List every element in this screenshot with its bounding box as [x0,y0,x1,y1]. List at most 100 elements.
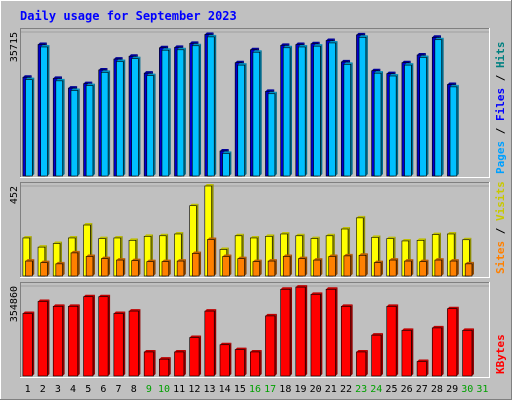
bar-files-day-9-side [153,73,156,176]
bar-sites-day-11 [176,260,185,277]
bar-files-day-12 [191,45,200,177]
bar-sites-day-17-side [274,259,277,276]
bar-files-day-24-side [380,71,383,176]
bar-sites-day-5-side [92,254,95,276]
bar-sites-day-25 [389,259,397,277]
bar-files-day-23 [358,37,367,177]
bar-kbytes-day-15-side [244,347,247,376]
bar-files-day-18-side [290,45,293,176]
bar-files-day-12-side [199,43,202,176]
bar-sites-day-22-side [350,253,353,276]
x-tick-label: 20 [310,384,322,395]
bar-kbytes-day-8-side [138,309,141,376]
bar-sites-day-18 [282,256,291,277]
bar-files-day-20-side [320,44,323,176]
x-tick-label: 21 [325,384,337,395]
bar-files-day-16 [252,51,261,177]
bar-hits-day-18-top [280,43,290,46]
bar-sites-day-23 [358,254,367,277]
x-tick-label: 17 [264,384,276,395]
bar-visits-day-28-top [432,232,442,235]
bar-files-day-2 [40,46,48,177]
bar-sites-day-16-top [252,259,262,262]
bar-sites-day-12-top [192,251,202,254]
bar-kbytes-day-22-top [341,304,353,307]
bar-hits-day-9-top [144,71,153,74]
bar-kbytes-day-6 [98,296,109,377]
bar-files-day-29-side [456,84,459,176]
bar-sites-day-19-side [305,256,308,276]
bar-files-day-4 [70,90,79,177]
bar-visits-day-3-top [53,241,62,244]
bar-hits-day-29-top [447,82,457,85]
x-axis-day-labels: 1 2 3 4 5 6 7 8 9 10 11 12 13 14 15 16 17 18 19 20 21 22 23 24 2… [25,384,489,395]
x-tick-label: 3 [55,384,61,395]
bar-sites-day-14 [222,256,230,277]
bar-sites-day-12 [191,253,200,277]
bar-visits-day-8-top [129,238,138,241]
bar-kbytes-day-1-side [32,311,35,376]
bar-kbytes-day-7 [113,313,124,377]
bar-sites-day-1-side [32,259,35,276]
bar-visits-day-18-top [280,231,290,234]
bar-sites-day-1-top [25,259,35,262]
x-tick-label: 29 [446,384,458,395]
bar-visits-day-4-top [68,235,78,238]
x-tick-label: 14 [219,384,231,395]
bar-kbytes-day-28 [431,327,442,377]
bar-sites-day-26 [404,260,412,277]
bar-kbytes-day-7-side [123,311,126,376]
bar-sites-day-11-side [183,259,186,276]
legend-hits: Hits [494,42,507,69]
bar-sites-day-7-top [116,258,126,261]
bar-kbytes-day-1-top [22,311,35,314]
bar-files-day-19 [298,46,306,177]
bar-kbytes-day-24-side [380,333,383,376]
legend-separator: / [494,121,507,141]
x-tick-label: 15 [234,384,246,395]
bar-kbytes-day-14 [219,344,230,377]
bar-files-day-14 [222,153,230,177]
bar-sites-day-13 [207,239,215,277]
x-tick-label: 9 [146,384,152,395]
bar-files-day-6-side [108,70,111,176]
axis-legend: KBytes [494,334,507,374]
bar-sites-day-7 [116,259,124,277]
bar-kbytes-day-28-side [441,325,444,376]
bar-files-day-8-side [138,56,141,177]
bar-hits-day-24-top [371,68,381,71]
bar-kbytes-day-20-side [320,292,323,376]
bar-kbytes-day-27-side [426,359,429,376]
bar-sites-day-17 [267,260,276,277]
bar-sites-day-22 [343,255,351,277]
bar-visits-day-19-top [295,233,305,236]
bar-files-day-28-side [441,37,444,176]
bar-visits-day-5-top [83,223,93,226]
bar-files-day-9-top [146,73,156,76]
bar-sites-day-6-top [101,256,111,259]
bar-kbytes-day-8-top [129,309,141,312]
x-tick-label: 2 [40,384,46,395]
bar-sites-day-23-side [365,253,368,276]
bar-files-day-27-side [426,55,429,176]
bar-kbytes-day-1 [22,313,33,377]
bar-kbytes-day-26 [401,330,412,377]
bar-hits-day-12-top [189,41,199,44]
x-tick-label: 11 [173,384,185,395]
bar-files-day-7 [116,61,124,177]
bar-visits-day-20-top [310,236,320,239]
bar-sites-day-13-side [214,237,217,276]
bar-kbytes-day-11 [174,351,185,377]
chart-title: Daily usage for September 2023 [20,9,237,23]
x-tick-label: 10 [158,384,170,395]
bar-sites-day-18-top [283,254,293,257]
legend-sites: Sites [494,241,507,274]
bar-sites-day-15 [237,258,245,277]
bar-files-day-8 [131,58,139,177]
x-tick-label: 8 [131,384,137,395]
bar-sites-day-3-top [55,261,65,264]
bar-sites-day-10-top [161,259,171,262]
bar-sites-day-13-top [207,237,217,240]
bar-hits-day-4-top [68,86,78,89]
